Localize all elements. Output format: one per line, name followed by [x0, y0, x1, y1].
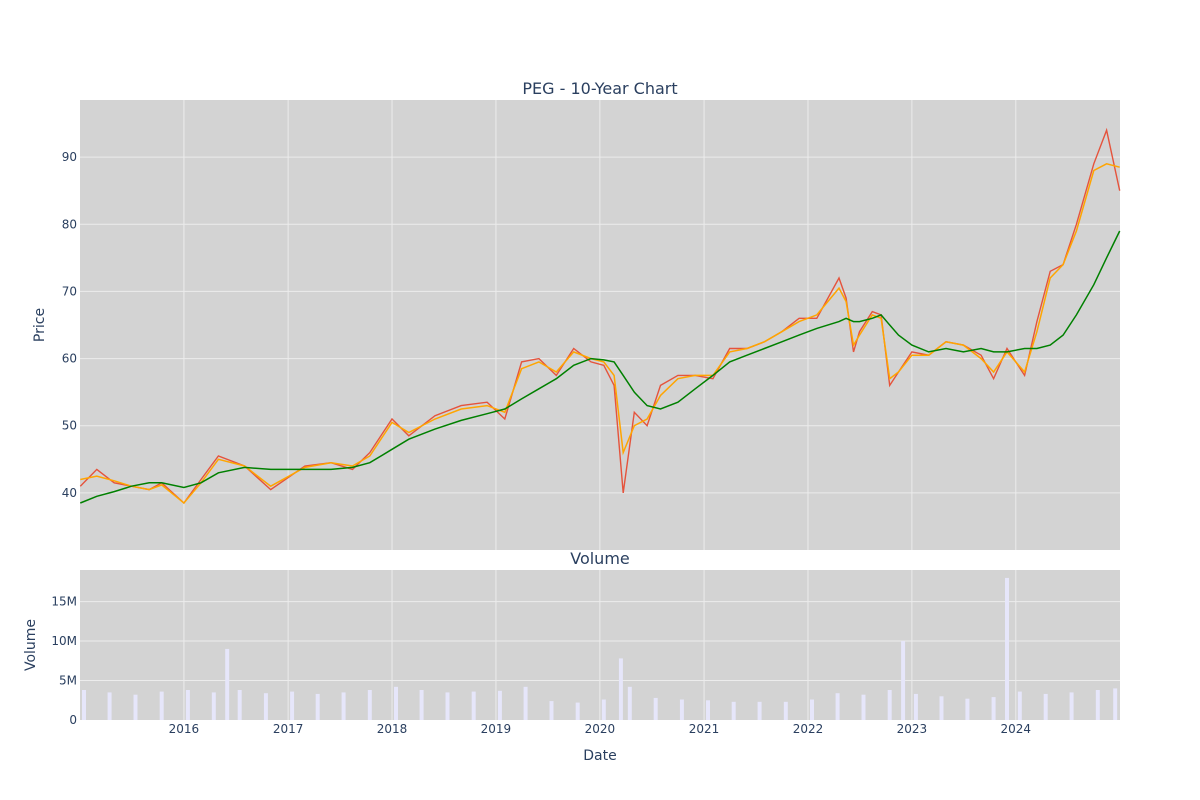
x-tick-label: 2022 [793, 722, 824, 736]
volume-bar [1043, 693, 1048, 720]
volume-bar [965, 698, 970, 720]
price-y-tick-label: 80 [62, 217, 77, 231]
x-tick-label: 2020 [585, 722, 616, 736]
volume-bar [211, 692, 216, 720]
volume-title: Volume [570, 549, 630, 568]
x-tick-label: 2018 [377, 722, 408, 736]
volume-bar [497, 690, 502, 720]
volume-bar [731, 701, 736, 720]
x-tick-label: 2019 [481, 722, 512, 736]
date-x-ticks: 2016 2017 2018 2019 2020 2021 2022 2023 2024 [169, 722, 1031, 736]
price-y-tick-label: 50 [62, 419, 77, 433]
price-gridlines [80, 100, 1120, 550]
date-x-axis-label: Date [583, 748, 616, 764]
price-series-line-2 [80, 163, 1120, 505]
volume-bar [575, 702, 580, 720]
volume-gridlines [80, 570, 1120, 720]
x-tick-label: 2024 [1001, 722, 1032, 736]
volume-bar [549, 701, 554, 720]
price-series-line-3 [80, 230, 1121, 504]
volume-bar [107, 692, 112, 720]
volume-bar [627, 686, 632, 720]
volume-bar [1005, 577, 1009, 720]
volume-bar [133, 694, 138, 720]
price-y-axis-label: Price [32, 308, 48, 342]
volume-bar [185, 690, 190, 720]
price-y-ticks: 40 50 60 70 80 90 [62, 150, 77, 500]
volume-bar [159, 691, 164, 720]
volume-bar [1069, 692, 1074, 720]
volume-y-tick-label: 5M [59, 674, 77, 688]
volume-bar [237, 690, 242, 720]
volume-bar [394, 686, 398, 720]
volume-bars-group [82, 577, 1118, 720]
volume-y-ticks: 0 5M 10M 15M [51, 595, 77, 727]
volume-bar [315, 693, 320, 720]
price-y-tick-label: 70 [62, 284, 77, 298]
volume-bar [783, 701, 788, 720]
price-y-tick-label: 90 [62, 150, 77, 164]
volume-y-tick-label: 10M [51, 634, 77, 648]
volume-bar [991, 697, 996, 720]
volume-bar [706, 700, 710, 720]
volume-bar [887, 690, 892, 720]
volume-bar [1113, 688, 1118, 720]
volume-bar [835, 693, 840, 720]
volume-bar [523, 686, 528, 720]
volume-bar [1095, 690, 1100, 720]
volume-bar [618, 658, 623, 720]
volume-bar [601, 699, 606, 720]
x-tick-label: 2016 [169, 722, 200, 736]
price-series-group [79, 127, 1121, 505]
volume-bar [757, 701, 762, 720]
volume-bar [290, 691, 295, 720]
volume-y-axis-label: Volume [23, 619, 39, 671]
volume-y-tick-label: 15M [51, 595, 77, 609]
volume-bar [939, 696, 944, 720]
x-tick-label: 2017 [273, 722, 304, 736]
x-tick-label: 2023 [897, 722, 928, 736]
x-tick-label: 2021 [689, 722, 720, 736]
volume-bar [653, 697, 658, 720]
price-y-tick-label: 40 [62, 486, 77, 500]
volume-bar [82, 690, 86, 720]
volume-bar [445, 692, 450, 720]
volume-bar [913, 693, 918, 720]
volume-bar [810, 699, 814, 720]
volume-bar [367, 690, 372, 720]
volume-bar [419, 690, 424, 720]
volume-bar [225, 648, 230, 720]
volume-y-tick-label: 0 [69, 713, 77, 727]
volume-bar [1017, 691, 1022, 720]
chart-title: PEG - 10-Year Chart [522, 79, 677, 98]
volume-bar [679, 699, 684, 720]
volume-bar [861, 694, 866, 720]
volume-bar [901, 641, 906, 720]
volume-bar [471, 691, 476, 720]
volume-bar [263, 693, 268, 720]
volume-bar [341, 692, 346, 720]
price-y-tick-label: 60 [62, 352, 77, 366]
